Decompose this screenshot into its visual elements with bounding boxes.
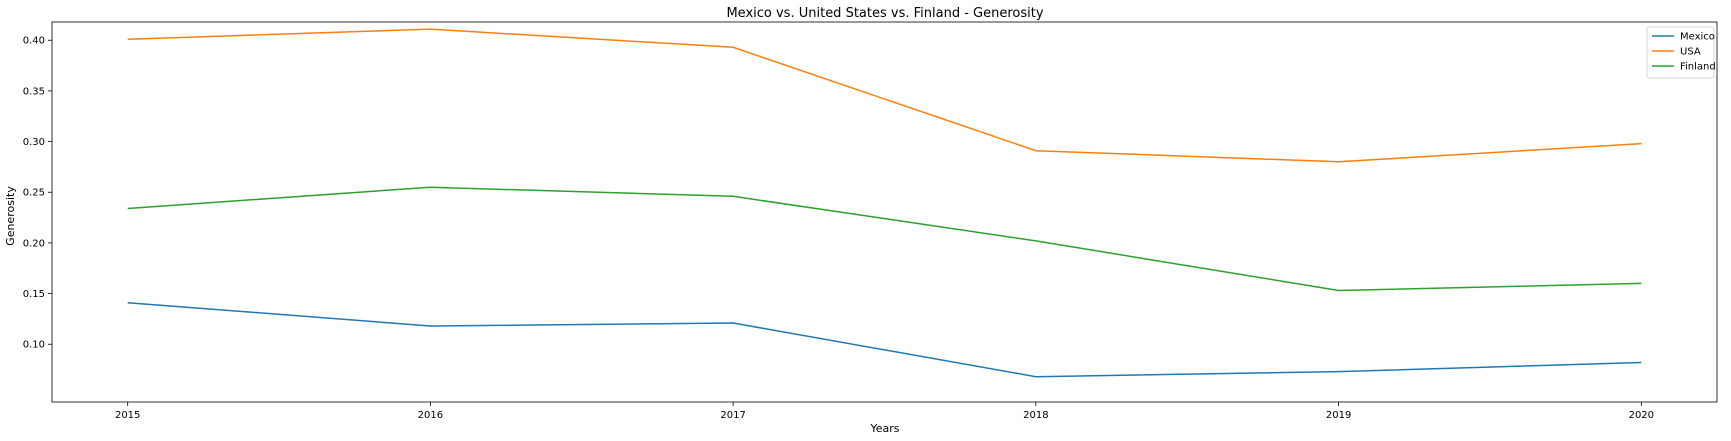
x-axis: 2015 2016 2017 2018 2019 2020: [115, 402, 1654, 421]
y-tick-label: 0.10: [23, 340, 45, 351]
y-tick-label: 0.20: [23, 238, 45, 249]
legend-label: Mexico: [1680, 32, 1715, 43]
plot-border: [51, 21, 1718, 403]
x-tick-label: 2017: [720, 410, 745, 421]
series-line-usa: [127, 28, 1642, 163]
plot-area: [51, 21, 1718, 403]
y-axis-label: Generosity: [4, 186, 17, 246]
legend-label: USA: [1680, 47, 1701, 58]
series-line-mexico: [127, 301, 1642, 378]
x-axis-label: Years: [869, 422, 899, 435]
x-tick-label: 2019: [1326, 410, 1351, 421]
series-lines: [127, 28, 1642, 378]
y-tick-label: 0.30: [23, 137, 45, 148]
legend: Mexico USA Finland: [1646, 26, 1716, 79]
y-tick-label: 0.15: [23, 289, 45, 300]
y-tick-label: 0.25: [23, 188, 45, 199]
x-tick-label: 2020: [1629, 410, 1654, 421]
chart-title: Mexico vs. United States vs. Finland - G…: [726, 6, 1043, 21]
series-line-finland: [127, 186, 1642, 292]
y-axis: 0.10 0.15 0.20 0.25 0.30 0.35 0.40: [23, 36, 52, 351]
x-tick-label: 2015: [115, 410, 140, 421]
y-tick-label: 0.40: [23, 36, 45, 47]
x-tick-label: 2018: [1023, 410, 1048, 421]
x-tick-label: 2016: [418, 410, 443, 421]
y-tick-label: 0.35: [23, 86, 45, 97]
legend-label: Finland: [1680, 62, 1716, 73]
